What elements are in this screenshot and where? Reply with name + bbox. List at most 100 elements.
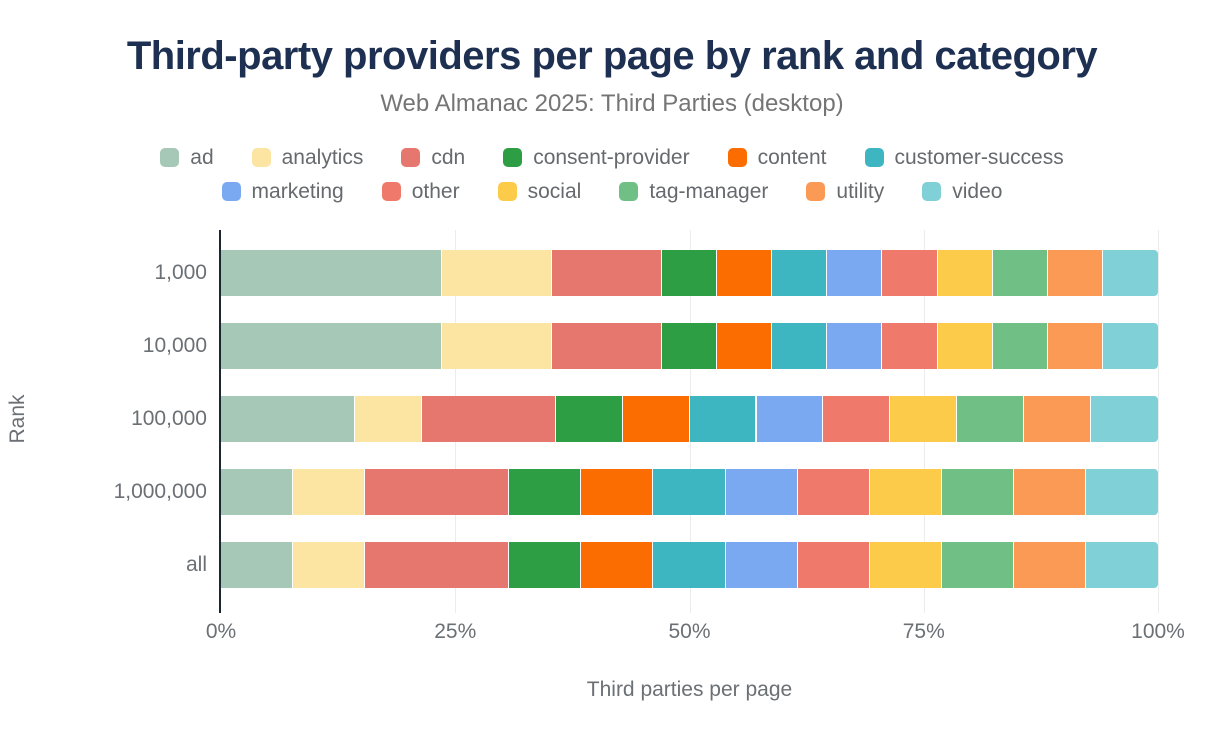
bar-segment-marketing[interactable] [725,542,798,588]
bar-segment-tag-manager[interactable] [992,323,1048,369]
legend-swatch-icon [503,147,523,167]
bar-segment-video[interactable] [1085,542,1158,588]
bar-segment-analytics[interactable] [441,323,552,369]
bar-segment-consent-provider[interactable] [555,396,623,442]
bar-row-rank-10000 [221,323,1158,369]
bar-segment-social[interactable] [937,250,993,296]
bar-segment-utility[interactable] [1047,323,1103,369]
bar-segment-tag-manager[interactable] [992,250,1048,296]
bar-segment-video[interactable] [1085,469,1158,515]
bar-segment-cdn[interactable] [365,542,510,588]
x-axis-tick-labels: 0% 25% 50% 75% 100% [206,620,1185,648]
bar-segment-tag-manager[interactable] [941,469,1014,515]
bar-segment-customer-success[interactable] [772,323,828,369]
bar-segment-content[interactable] [717,323,773,369]
bar-segment-tag-manager[interactable] [957,396,1025,442]
legend-item-tag-manager[interactable]: tag-manager [619,181,768,202]
bar-segment-marketing[interactable] [725,469,798,515]
legend-swatch-icon [251,147,271,167]
bar-segment-social[interactable] [937,323,993,369]
bar-segment-content[interactable] [622,396,690,442]
bar-segment-customer-success[interactable] [653,542,726,588]
bar-segment-cdn[interactable] [421,396,556,442]
bar-segment-other[interactable] [797,542,870,588]
y-tick-label: 100,000 [131,407,207,430]
bar-segment-video[interactable] [1102,250,1158,296]
bar-segment-social[interactable] [869,542,942,588]
bar-segment-ad[interactable] [221,323,442,369]
bar-segment-customer-success[interactable] [772,250,828,296]
legend-item-content[interactable]: content [727,145,827,169]
bar-segment-consent-provider[interactable] [661,323,718,369]
bar-row-rank-100000 [221,396,1158,442]
y-axis-labels: 1,000 10,000 100,000 1,000,000 all [0,230,207,613]
legend-item-other[interactable]: other [381,181,460,202]
bar-segment-tag-manager[interactable] [941,542,1014,588]
bar-segment-ad[interactable] [221,542,294,588]
y-tick-label: 10,000 [142,334,207,357]
x-tick-label: 100% [1131,620,1185,643]
legend-item-ad[interactable]: ad [160,147,214,168]
bar-segment-analytics[interactable] [293,469,366,515]
bar-segment-other[interactable] [882,250,938,296]
legend-swatch-icon [727,147,747,167]
x-axis-title: Third parties per page [586,678,793,701]
bar-segment-customer-success[interactable] [653,469,726,515]
bar-segment-ad[interactable] [221,250,442,296]
bar-segment-analytics[interactable] [354,396,422,442]
bar-segment-other[interactable] [797,469,870,515]
bar-segment-cdn[interactable] [551,323,662,369]
legend-item-video[interactable]: video [922,181,1002,202]
bar-row-rank-all [221,542,1158,588]
x-tick-label: 0% [205,620,237,643]
bar-segment-social[interactable] [869,469,942,515]
bar-segment-utility[interactable] [1013,542,1086,588]
legend-item-cdn[interactable]: cdn [401,147,465,168]
bar-segment-marketing[interactable] [827,250,883,296]
gridline-100% [1158,230,1159,613]
bar-segment-customer-success[interactable] [689,396,757,442]
legend-label: social [527,179,582,203]
plot-area [219,230,1159,613]
legend-item-social[interactable]: social [497,179,582,203]
bar-segment-analytics[interactable] [293,542,366,588]
legend-swatch-icon [381,181,401,201]
bar-segment-ad[interactable] [221,396,355,442]
bar-segment-content[interactable] [581,542,654,588]
bar-segment-consent-provider[interactable] [661,250,718,296]
legend-label: content [757,145,827,169]
bar-row-rank-1000 [221,250,1158,296]
bar-segment-cdn[interactable] [551,250,662,296]
bar-segment-video[interactable] [1091,396,1158,442]
legend-label: analytics [281,145,364,169]
bar-segment-analytics[interactable] [441,250,552,296]
bar-segment-video[interactable] [1102,323,1158,369]
legend-item-utility[interactable]: utility [806,181,884,202]
bar-segment-social[interactable] [890,396,958,442]
y-axis-line [219,230,221,613]
bar-segment-content[interactable] [581,469,654,515]
legend-swatch-icon [864,147,884,167]
bar-segment-marketing[interactable] [827,323,883,369]
bar-segment-content[interactable] [717,250,773,296]
bar-segment-utility[interactable] [1047,250,1103,296]
legend-label: consent-provider [533,145,690,169]
bar-segment-other[interactable] [882,323,938,369]
bar-segment-other[interactable] [823,396,891,442]
legend-label: marketing [251,179,344,203]
bar-segment-consent-provider[interactable] [509,542,582,588]
bar-segment-utility[interactable] [1013,469,1086,515]
legend-item-marketing[interactable]: marketing [221,179,344,203]
bar-segment-utility[interactable] [1024,396,1092,442]
bar-segment-cdn[interactable] [365,469,510,515]
bar-segment-ad[interactable] [221,469,294,515]
bar-segment-marketing[interactable] [756,396,824,442]
chart-title: Third-party providers per page by rank a… [126,34,1098,78]
legend-item-consent-provider[interactable]: consent-provider [503,145,690,169]
bar-segment-consent-provider[interactable] [509,469,582,515]
legend-item-analytics[interactable]: analytics [251,145,364,169]
chart-subtitle: Web Almanac 2025: Third Parties (desktop… [380,90,844,117]
legend-item-customer-success[interactable]: customer-success [864,147,1064,168]
legend-swatch-icon [401,147,421,167]
legend-row-1: ad analytics cdn consent-provider content cus… [160,142,1064,172]
